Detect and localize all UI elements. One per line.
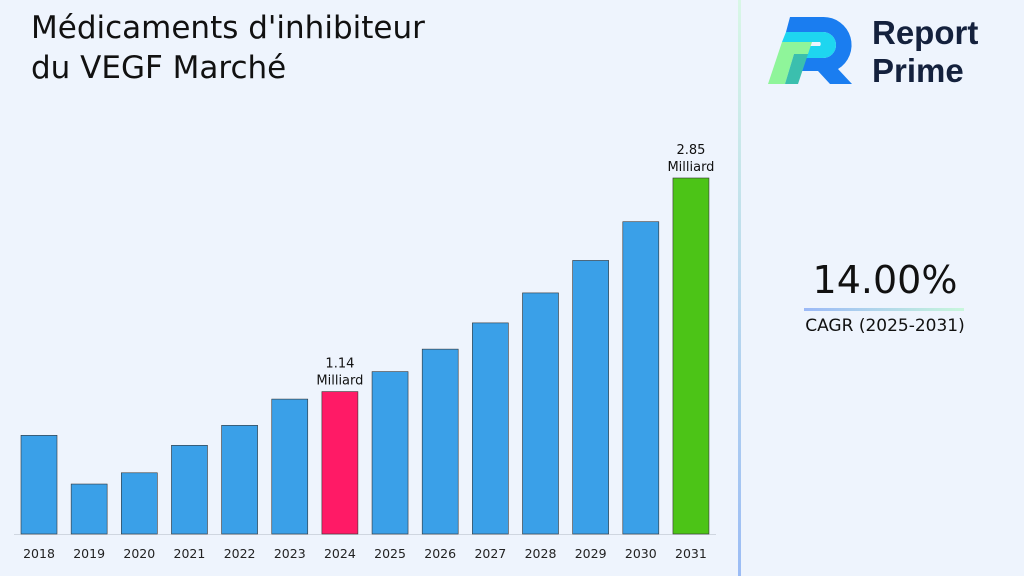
divider [738, 0, 741, 576]
x-tick-label: 2018 [23, 546, 55, 561]
chart-title: Médicaments d'inhibiteur du VEGF Marché [31, 10, 425, 86]
x-tick-label: 2021 [174, 546, 206, 561]
bar-2019 [70, 483, 108, 535]
x-tick-label: 2024 [324, 546, 356, 561]
bar-2022 [221, 425, 258, 535]
x-tick-label: 2022 [224, 546, 256, 561]
bar-2029 [572, 260, 609, 535]
x-tick-label: 2025 [374, 546, 406, 561]
bar-2030 [622, 221, 660, 535]
bar-2031 [672, 177, 710, 535]
x-tick-label: 2031 [675, 546, 707, 561]
report-prime-logo-icon [768, 16, 852, 85]
bar-2026 [421, 348, 459, 535]
x-tick-label: 2020 [123, 546, 155, 561]
x-tick-label: 2019 [73, 546, 105, 561]
bar-2024 [321, 391, 359, 535]
logo-line1: Report [872, 14, 979, 51]
x-tick-label: 2027 [474, 546, 506, 561]
x-tick-label: 2028 [525, 546, 557, 561]
data-label-unit: Milliard [667, 160, 714, 175]
logo-text: Report Prime [872, 14, 978, 90]
bar-2023 [271, 398, 309, 535]
logo-line2: Prime [872, 52, 964, 89]
data-label-value: 2.85 [676, 143, 705, 158]
x-tick-label: 2023 [274, 546, 306, 561]
data-label-unit: Milliard [316, 374, 363, 389]
bar-2021 [171, 445, 208, 535]
bar-2025 [371, 371, 409, 535]
bar-chart: 2018 2019 2020 2021 2022 2023 2024 1.14 Milliard… [14, 143, 716, 561]
data-label-value: 1.14 [325, 357, 354, 372]
x-tick-label: 2030 [625, 546, 657, 561]
bar-2027 [472, 322, 509, 535]
x-tick-label: 2026 [424, 546, 456, 561]
bar-2020 [121, 472, 158, 535]
cagr-label: CAGR (2025-2031) [805, 316, 965, 336]
bar-2018 [20, 435, 58, 535]
cagr-value: 14.00% [812, 258, 958, 302]
x-tick-label: 2029 [575, 546, 607, 561]
bar-2028 [522, 292, 559, 535]
cagr-underline [804, 308, 964, 311]
